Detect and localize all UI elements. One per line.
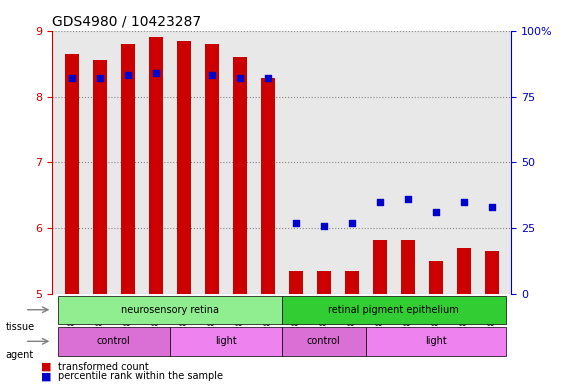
Point: [291, 220, 300, 226]
Text: GDS4980 / 10423287: GDS4980 / 10423287: [52, 14, 202, 28]
Text: tissue: tissue: [6, 322, 35, 332]
Bar: [93, 60, 107, 294]
Point: [459, 199, 468, 205]
FancyBboxPatch shape: [58, 327, 170, 356]
FancyBboxPatch shape: [282, 327, 366, 356]
Point: [487, 204, 496, 210]
FancyBboxPatch shape: [58, 296, 282, 324]
Point: [207, 73, 217, 79]
Bar: [121, 44, 135, 294]
Point: [95, 75, 105, 81]
Text: agent: agent: [6, 350, 34, 360]
Text: transformed count: transformed count: [58, 362, 149, 372]
Bar: [345, 271, 358, 294]
Text: control: control: [97, 336, 131, 346]
FancyBboxPatch shape: [170, 327, 282, 356]
Bar: [233, 57, 247, 294]
Text: control: control: [307, 336, 340, 346]
Bar: [65, 54, 79, 294]
FancyBboxPatch shape: [366, 327, 505, 356]
Text: retinal pigment epithelium: retinal pigment epithelium: [328, 305, 459, 315]
Point: [67, 75, 77, 81]
Bar: [485, 251, 498, 294]
Bar: [261, 78, 275, 294]
Bar: [205, 44, 219, 294]
Point: [123, 73, 132, 79]
Bar: [457, 248, 471, 294]
Text: ■: ■: [41, 371, 51, 381]
Point: [403, 196, 413, 202]
Point: [263, 75, 272, 81]
Point: [431, 209, 440, 215]
Bar: [289, 271, 303, 294]
Bar: [401, 240, 415, 294]
Bar: [149, 37, 163, 294]
Point: [347, 220, 356, 226]
Text: light: light: [215, 336, 236, 346]
Point: [375, 199, 385, 205]
FancyBboxPatch shape: [282, 296, 505, 324]
Text: ■: ■: [41, 362, 51, 372]
Point: [235, 75, 245, 81]
Bar: [373, 240, 387, 294]
Bar: [177, 41, 191, 294]
Bar: [317, 271, 331, 294]
Text: neurosensory retina: neurosensory retina: [121, 305, 219, 315]
Point: [151, 70, 160, 76]
Point: [319, 222, 328, 228]
Text: percentile rank within the sample: percentile rank within the sample: [58, 371, 223, 381]
Bar: [429, 261, 443, 294]
Text: light: light: [425, 336, 447, 346]
